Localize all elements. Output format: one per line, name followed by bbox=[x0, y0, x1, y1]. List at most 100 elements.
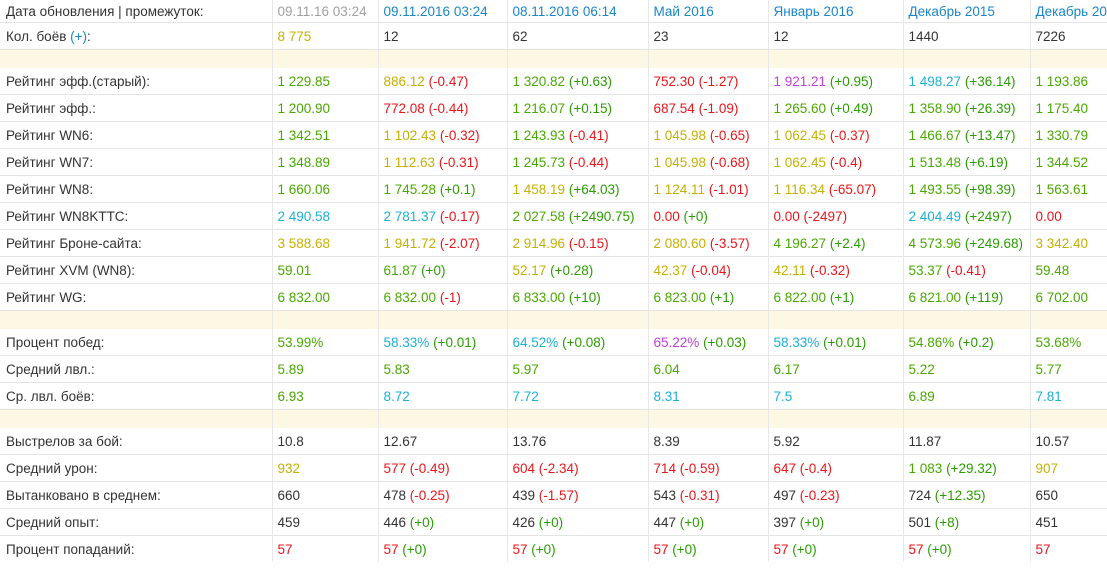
separator-cell bbox=[648, 310, 769, 329]
add-battles-link[interactable]: (+) bbox=[70, 28, 88, 44]
stat-cell: 1 330.79 bbox=[1030, 121, 1107, 149]
stat-cell: 2 781.37 (-0.17) bbox=[378, 202, 508, 230]
stat-cell: 0.00 (-2497) bbox=[768, 202, 904, 230]
stat-value: 886.12 bbox=[383, 73, 425, 89]
stat-value: 59.48 bbox=[1035, 262, 1070, 278]
header-column-4[interactable]: Январь 2016 bbox=[768, 0, 904, 23]
stat-value: 6.93 bbox=[277, 388, 304, 404]
stat-cell: 932 bbox=[272, 454, 379, 482]
stat-delta: (+26.39) bbox=[964, 100, 1016, 116]
header-column-6[interactable]: Декабрь 2015 bbox=[1030, 0, 1107, 23]
stat-cell: 59.01 bbox=[272, 256, 379, 284]
stat-value: 1 466.67 bbox=[908, 127, 962, 143]
header-column-1[interactable]: 09.11.2016 03:24 bbox=[378, 0, 508, 23]
stat-value: 42.37 bbox=[653, 262, 688, 278]
separator-cell bbox=[507, 49, 649, 68]
stat-delta: (+13.47) bbox=[964, 127, 1016, 143]
stat-cell: 451 bbox=[1030, 508, 1107, 536]
stat-value: 61.87 bbox=[383, 262, 418, 278]
separator-cell bbox=[903, 409, 1031, 428]
stat-cell: 12.67 bbox=[378, 428, 508, 455]
separator-cell bbox=[768, 49, 904, 68]
stat-cell: 53.99% bbox=[272, 329, 379, 356]
stat-value: 8.72 bbox=[383, 388, 410, 404]
stat-cell: 6.89 bbox=[903, 382, 1031, 410]
stat-cell: 10.57 bbox=[1030, 428, 1107, 455]
stat-value: 6.04 bbox=[653, 361, 680, 377]
stat-cell: 714 (-0.59) bbox=[648, 454, 769, 482]
stat-cell: 446 (+0) bbox=[378, 508, 508, 536]
stat-cell: 57 (+0) bbox=[507, 535, 649, 562]
stat-value: 1 200.90 bbox=[277, 100, 331, 116]
stat-value: 4 573.96 bbox=[908, 235, 962, 251]
stat-delta: (-3.57) bbox=[709, 235, 750, 251]
header-row: Дата обновления | промежуток: 09.11.16 03… bbox=[0, 0, 1107, 23]
stat-cell: 59.48 bbox=[1030, 256, 1107, 284]
period-link[interactable]: Январь 2016 bbox=[773, 3, 854, 19]
stat-value: 1 660.06 bbox=[277, 181, 331, 197]
period-link[interactable]: Декабрь 2015 bbox=[1035, 3, 1107, 19]
period-link[interactable]: 08.11.2016 06:14 bbox=[512, 3, 617, 19]
separator-cell bbox=[1030, 409, 1107, 428]
stat-delta: (+98.39) bbox=[964, 181, 1016, 197]
stat-value: 1 124.11 bbox=[653, 181, 706, 197]
stat-label: Рейтинг эфф.: bbox=[0, 94, 273, 122]
stat-cell: 5.89 bbox=[272, 355, 379, 383]
stat-delta: (-65.07) bbox=[828, 181, 877, 197]
stat-value: 59.01 bbox=[277, 262, 312, 278]
stat-delta: (-1.09) bbox=[698, 100, 739, 116]
stat-delta: (+0.28) bbox=[550, 262, 594, 278]
stat-delta: (+2497) bbox=[964, 208, 1012, 224]
stat-cell: 8.31 bbox=[648, 382, 769, 410]
stat-value: 58.33% bbox=[773, 334, 820, 350]
stat-cell: 0.00 (+0) bbox=[648, 202, 769, 230]
period-link[interactable]: 09.11.2016 03:24 bbox=[383, 3, 488, 19]
stat-label: Рейтинг WG: bbox=[0, 283, 273, 311]
header-column-3[interactable]: Май 2016 bbox=[648, 0, 769, 23]
stat-value: 42.11 bbox=[773, 262, 807, 278]
stat-cell: 42.37 (-0.04) bbox=[648, 256, 769, 284]
stat-row: Выстрелов за бой: 10.8 12.67 13.76 8.39 5.92 1… bbox=[0, 428, 1107, 455]
stat-value: 57 bbox=[1035, 541, 1051, 557]
stat-delta: (+0) bbox=[421, 262, 446, 278]
stat-row: Средний урон: 932 577 (-0.49) 604 (-2.34) 71… bbox=[0, 454, 1107, 482]
stat-value: 439 bbox=[512, 487, 536, 503]
stat-value: 6.17 bbox=[773, 361, 800, 377]
period-link[interactable]: Декабрь 2015 bbox=[908, 3, 995, 19]
stat-cell: 2 404.49 (+2497) bbox=[903, 202, 1031, 230]
stat-value: 1 941.72 bbox=[383, 235, 437, 251]
stat-delta: (-1.57) bbox=[538, 487, 579, 503]
stat-cell: 604 (-2.34) bbox=[507, 454, 649, 482]
stat-value: 0.00 bbox=[653, 208, 680, 224]
stat-value: 397 bbox=[773, 514, 797, 530]
stat-value: 7.72 bbox=[512, 388, 539, 404]
battles-label-cell: Кол. боёв (+): bbox=[0, 22, 273, 50]
stat-value: 2 080.60 bbox=[653, 235, 707, 251]
stat-cell: 1 062.45 (-0.4) bbox=[768, 148, 904, 176]
stat-delta: (+0) bbox=[799, 514, 825, 530]
stat-cell: 1 921.21 (+0.95) bbox=[768, 68, 904, 95]
header-column-2[interactable]: 08.11.2016 06:14 bbox=[507, 0, 649, 23]
battles-row: Кол. боёв (+): 8 775 12 62 23 12 1440 7226 bbox=[0, 22, 1107, 50]
stat-value: 64.52% bbox=[512, 334, 559, 350]
stat-value: 1 062.45 bbox=[773, 127, 827, 143]
stat-cell: 1 243.93 (-0.41) bbox=[507, 121, 649, 149]
stat-cell: 57 (+0) bbox=[768, 535, 904, 562]
stat-value: 5.92 bbox=[773, 433, 800, 449]
stat-value: 2 914.96 bbox=[512, 235, 566, 251]
stat-delta: (-0.15) bbox=[568, 235, 609, 251]
header-column-5[interactable]: Декабрь 2015 bbox=[903, 0, 1031, 23]
stat-value: 58.33% bbox=[383, 334, 430, 350]
stat-delta: (-0.17) bbox=[439, 208, 480, 224]
stat-row: Ср. лвл. боёв: 6.93 8.72 7.72 8.31 7.5 6.89 7.8… bbox=[0, 382, 1107, 410]
stat-delta: (-0.4) bbox=[829, 154, 863, 170]
stat-value: 650 bbox=[1035, 487, 1059, 503]
stat-row: Процент побед: 53.99% 58.33% (+0.01) 64.52%… bbox=[0, 329, 1107, 356]
stat-value: 687.54 bbox=[653, 100, 695, 116]
stat-value: 459 bbox=[277, 514, 301, 530]
stat-cell: 58.33% (+0.01) bbox=[378, 329, 508, 356]
stat-value: 57 bbox=[653, 541, 669, 557]
separator-cell bbox=[1030, 49, 1107, 68]
period-link[interactable]: Май 2016 bbox=[653, 3, 714, 19]
stat-delta: (-2497) bbox=[803, 208, 848, 224]
